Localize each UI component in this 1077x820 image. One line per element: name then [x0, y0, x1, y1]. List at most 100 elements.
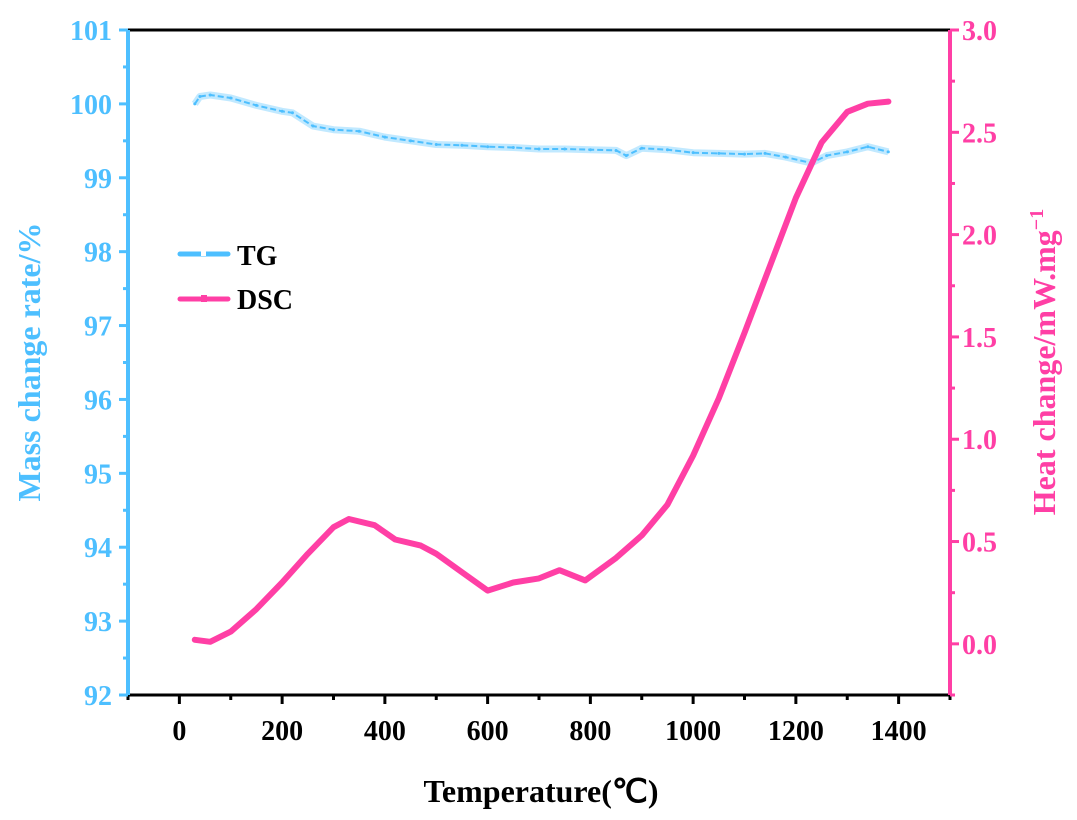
legend-tg-marker [201, 251, 206, 256]
y-tick-label: 101 [70, 16, 112, 47]
tg-data-point [717, 151, 721, 155]
dsc-data-point [537, 576, 541, 580]
y2-tick-label: 1.5 [962, 323, 997, 354]
y-tick-label: 92 [84, 681, 112, 712]
dsc-data-point [640, 533, 644, 537]
dsc-data-point [347, 517, 351, 521]
dsc-data-point [845, 110, 849, 114]
dsc-data-point [280, 580, 284, 584]
y-axis-title: Mass change rate/% [11, 222, 47, 501]
tg-data-point [511, 145, 515, 149]
y-tick-label: 94 [84, 533, 112, 564]
y-tick-label: 97 [84, 312, 112, 343]
dsc-data-point [486, 589, 490, 593]
tg-series-halo [191, 91, 890, 167]
tg-data-point [208, 93, 212, 97]
tg-data-point [357, 129, 361, 133]
dsc-data-point [794, 196, 798, 200]
dsc-series-line [191, 98, 892, 645]
dsc-data-point [373, 523, 377, 527]
tg-data-point [866, 145, 870, 149]
dsc-data-point [717, 396, 721, 400]
tg-data-point [588, 148, 592, 152]
dsc-data-point [691, 454, 695, 458]
dsc-data-point [393, 537, 397, 541]
y2-tick-label: 0.0 [962, 630, 997, 661]
dsc-data-point [614, 556, 618, 560]
tg-data-point [743, 152, 746, 156]
tg-data-point [537, 147, 541, 151]
x-tick-label: 0 [172, 716, 186, 747]
tg-data-point [691, 151, 695, 155]
tg-data-point [460, 143, 464, 147]
y2-axis-title: Heat change/mW.mg−1 [1026, 209, 1062, 515]
dsc-data-point [306, 552, 310, 556]
tg-data-point [311, 124, 315, 128]
legend-tg-label: TG [237, 241, 278, 272]
dsc-data-point [665, 503, 669, 507]
dsc-data-point [511, 580, 515, 584]
tg-data-point [486, 145, 490, 149]
y2-tick-label: 1.0 [962, 425, 997, 456]
tg-data-point [198, 95, 202, 98]
x-tick-label: 400 [364, 716, 406, 747]
tg-data-point [825, 154, 829, 158]
tg-data-point [665, 148, 669, 152]
dsc-data-point [743, 331, 746, 335]
y-tick-label: 96 [84, 385, 112, 416]
x-axis-title: Temperature(℃) [424, 773, 659, 809]
dsc-data-point [208, 640, 212, 644]
series-layer [191, 91, 892, 645]
dsc-data-point [419, 544, 423, 548]
tg-data-point [332, 128, 335, 132]
x-tick-label: 200 [261, 716, 303, 747]
tg-data-point [886, 150, 890, 154]
legend-dsc-marker [201, 295, 207, 302]
tg-data-point [290, 111, 294, 115]
legend: TG DSC [177, 241, 293, 316]
tg-data-point [563, 147, 567, 151]
y-tick-label: 99 [84, 164, 112, 195]
tg-data-point [193, 102, 197, 106]
x-tick-label: 1000 [665, 716, 721, 747]
dsc-data-point [193, 638, 197, 642]
tg-data-point [409, 139, 413, 143]
y2-tick-label: 2.0 [962, 221, 997, 252]
tg-data-point [280, 109, 284, 113]
y2-tick-label: 0.5 [962, 528, 997, 559]
dsc-data-point [229, 630, 233, 634]
dsc-data-point [558, 568, 562, 572]
tg-data-point [784, 155, 788, 159]
dsc-data-point [820, 141, 824, 145]
y-tick-label: 100 [70, 90, 112, 121]
dsc-data-point [886, 100, 890, 104]
y-tick-label: 98 [84, 238, 112, 269]
tg-data-point [229, 96, 233, 100]
dsc-data-point [768, 263, 772, 267]
dsc-data-point [866, 102, 870, 106]
dsc-data-point [434, 552, 438, 556]
tg-data-point [640, 146, 644, 150]
y-tick-label: 95 [84, 459, 112, 490]
dsc-data-point [332, 525, 335, 529]
y2-tick-label: 2.5 [962, 118, 997, 149]
axes-layer: 0 200 400 600 800 1000 1200 1400 92 93 94 95 96 97 98 9… [70, 16, 997, 747]
tg-series-line [193, 93, 889, 165]
y2-tick-label: 3.0 [962, 16, 997, 47]
tg-data-point [383, 135, 387, 139]
x-tick-label: 1400 [871, 716, 927, 747]
y-tick-label: 93 [84, 607, 112, 638]
legend-dsc-label: DSC [237, 285, 293, 316]
x-tick-label: 1200 [768, 716, 824, 747]
dsc-data-point [460, 570, 464, 574]
x-tick-label: 800 [569, 716, 611, 747]
x-tick-label: 600 [467, 716, 509, 747]
tg-data-point [434, 143, 438, 147]
dsc-data-point [254, 607, 258, 611]
tg-data-point [845, 150, 849, 154]
tg-data-point [763, 151, 767, 155]
dsc-data-point [583, 578, 587, 582]
tg-data-point [614, 148, 618, 152]
y2-axis-title-main: Heat change/mW.mg [1026, 230, 1062, 515]
